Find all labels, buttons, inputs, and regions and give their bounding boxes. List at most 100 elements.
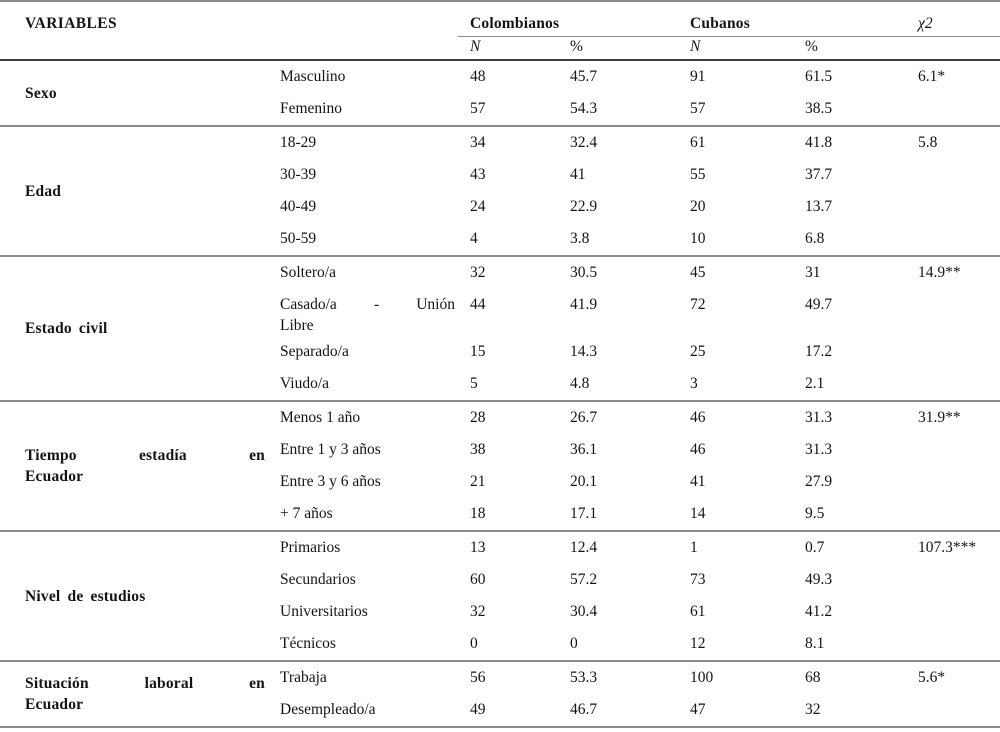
table-header: VARIABLES Colombianos Cubanos χ2 N % N % — [0, 2, 1000, 61]
text-line: Primarios — [280, 539, 341, 556]
n-value-cell: 15 — [470, 343, 486, 360]
pct-value-cell: 17.2 — [805, 343, 833, 360]
pct-value-cell: 13.7 — [805, 198, 833, 215]
pct-value-cell: 14.3 — [570, 343, 598, 360]
chi-square-value-cell: 5.8 — [918, 134, 938, 151]
text-line: Viudo/a — [280, 375, 330, 392]
n-value-cell: 43 — [470, 166, 486, 183]
n-value-cell: 47 — [690, 701, 706, 718]
text-line: 50-59 — [280, 230, 317, 247]
pct-value-cell: 26.7 — [570, 409, 598, 426]
text-line: Situación laboral en — [25, 675, 265, 692]
chi-square-value-cell: 14.9** — [918, 264, 961, 281]
group-label: Sexo — [0, 61, 280, 125]
table-row: Viudo/a 5 4.8 3 2.1 — [280, 368, 1000, 400]
pct-col-header-cubanos: % — [805, 38, 818, 55]
header-row-sub: N % N % — [0, 33, 1000, 59]
pct-value-cell: 61.5 — [805, 68, 833, 85]
pct-value-cell: 49.3 — [805, 571, 833, 588]
n-col-header-cubanos: N — [690, 38, 701, 55]
category-cell: Entre 3 y 6 años — [280, 471, 455, 492]
table-row: Primarios 13 12.4 1 0.7 107.3*** — [280, 532, 1000, 564]
pct-value-cell: 46.7 — [570, 701, 598, 718]
pct-value-cell: 53.3 — [570, 669, 598, 686]
section-rows: 18-29 34 32.4 61 41.8 5.8 30-39 43 41 55 37.7 40-49… — [280, 127, 1000, 255]
category-cell: Secundarios — [280, 569, 455, 590]
n-value-cell: 57 — [470, 100, 486, 117]
n-value-cell: 32 — [470, 264, 486, 281]
table-row: Trabaja 56 53.3 100 68 5.6* — [280, 662, 1000, 694]
chi-square-value-cell: 5.6* — [918, 669, 946, 686]
category-cell: Menos 1 año — [280, 407, 455, 428]
pct-value-cell: 31 — [805, 264, 821, 281]
pct-value-cell: 38.5 — [805, 100, 833, 117]
text-line: Libre — [280, 317, 314, 334]
pct-value-cell: 0.7 — [805, 539, 825, 556]
pct-value-cell: 32.4 — [570, 134, 598, 151]
pct-value-cell: 41.9 — [570, 296, 598, 313]
text-line: 40-49 — [280, 198, 317, 215]
category-cell: Universitarios — [280, 601, 455, 622]
pct-value-cell: 6.8 — [805, 230, 825, 247]
table-body: Sexo Masculino 48 45.7 91 61.5 6.1* Femenino 57 5… — [0, 61, 1000, 726]
pct-value-cell: 31.3 — [805, 409, 833, 426]
table-row: Entre 1 y 3 años 38 36.1 46 31.3 — [280, 434, 1000, 466]
n-value-cell: 91 — [690, 68, 706, 85]
n-value-cell: 55 — [690, 166, 706, 183]
category-cell: + 7 años — [280, 503, 455, 524]
header-row-groups: VARIABLES Colombianos Cubanos χ2 — [0, 2, 1000, 33]
text-line: Nivel de estudios — [25, 587, 146, 605]
pct-value-cell: 30.4 — [570, 603, 598, 620]
category-cell: Trabaja — [280, 667, 455, 688]
text-line: Ecuador — [25, 468, 84, 485]
text-line: Sexo — [25, 84, 57, 102]
n-value-cell: 10 — [690, 230, 706, 247]
category-cell: Masculino — [280, 66, 455, 87]
text-line: Universitarios — [280, 603, 368, 620]
category-cell: Primarios — [280, 537, 455, 558]
pct-value-cell: 32 — [805, 701, 821, 718]
category-cell: 40-49 — [280, 196, 455, 217]
n-value-cell: 14 — [690, 505, 706, 522]
text-line: Estado civil — [25, 320, 108, 337]
group-label: Edad — [0, 127, 280, 255]
table-row: Soltero/a 32 30.5 45 31 14.9** — [280, 257, 1000, 289]
table-row: Masculino 48 45.7 91 61.5 6.1* — [280, 61, 1000, 93]
table-row: Separado/a 15 14.3 25 17.2 — [280, 336, 1000, 368]
n-value-cell: 41 — [690, 473, 706, 490]
table-row: + 7 años 18 17.1 14 9.5 — [280, 498, 1000, 530]
chi-square-value-cell: 6.1* — [918, 68, 946, 85]
table-row: 50-59 4 3.8 10 6.8 — [280, 223, 1000, 255]
n-value-cell: 73 — [690, 571, 706, 588]
n-value-cell: 5 — [470, 375, 478, 392]
n-value-cell: 3 — [690, 375, 698, 392]
group-label: Estado civil — [0, 257, 280, 400]
table-section: Estado civil Soltero/a 32 30.5 45 31 14.9** Cas… — [0, 255, 1000, 400]
chi-square-value-cell: 107.3*** — [918, 539, 977, 556]
n-value-cell: 25 — [690, 343, 706, 360]
pct-value-cell: 8.1 — [805, 635, 825, 652]
text-line: Desempleado/a — [280, 701, 376, 718]
n-value-cell: 34 — [470, 134, 486, 151]
n-value-cell: 46 — [690, 441, 706, 458]
n-value-cell: 20 — [690, 198, 706, 215]
pct-value-cell: 36.1 — [570, 441, 598, 458]
n-value-cell: 61 — [690, 134, 706, 151]
text-line: Separado/a — [280, 343, 349, 360]
pct-value-cell: 57.2 — [570, 571, 598, 588]
text-line: Entre 3 y 6 años — [280, 473, 381, 490]
pct-value-cell: 22.9 — [570, 198, 598, 215]
n-value-cell: 24 — [470, 198, 486, 215]
table-row: Femenino 57 54.3 57 38.5 — [280, 93, 1000, 125]
n-value-cell: 0 — [470, 635, 478, 652]
section-rows: Soltero/a 32 30.5 45 31 14.9** Casado/a - Unió… — [280, 257, 1000, 400]
text-line: 18-29 — [280, 134, 317, 151]
n-value-cell: 18 — [470, 505, 486, 522]
section-rows: Masculino 48 45.7 91 61.5 6.1* Femenino 57 54.3 5… — [280, 61, 1000, 125]
n-value-cell: 60 — [470, 571, 486, 588]
section-rows: Trabaja 56 53.3 100 68 5.6* Desempleado/a 49 46.… — [280, 662, 1000, 726]
pct-value-cell: 4.8 — [570, 375, 590, 392]
pct-value-cell: 20.1 — [570, 473, 598, 490]
pct-value-cell: 68 — [805, 669, 821, 686]
